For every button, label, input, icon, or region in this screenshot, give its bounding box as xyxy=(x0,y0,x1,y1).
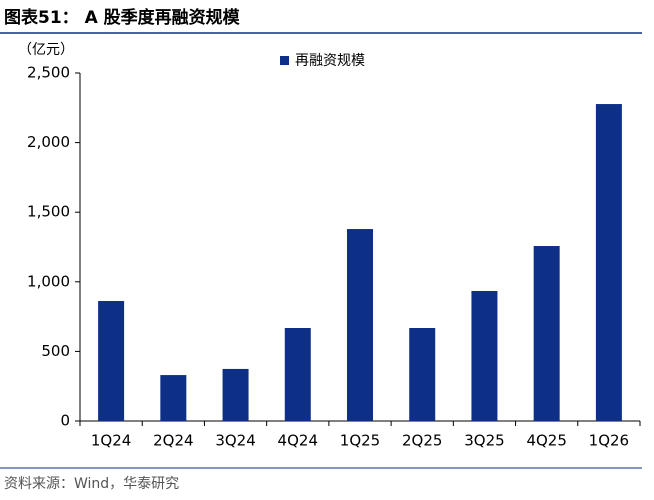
y-tick-label: 0 xyxy=(60,412,70,430)
y-unit: （亿元） xyxy=(18,42,74,58)
x-tick-label: 3Q25 xyxy=(464,432,504,450)
bar xyxy=(409,328,436,421)
x-tick-label: 1Q24 xyxy=(91,432,131,450)
x-tick-label: 2Q25 xyxy=(402,432,442,450)
bar xyxy=(222,368,249,421)
source: 资料来源：Wind，华泰研究 xyxy=(4,476,179,492)
x-tick-label: 4Q24 xyxy=(278,432,318,450)
bar xyxy=(533,246,560,421)
y-tick-label: 1,500 xyxy=(27,203,70,221)
bar xyxy=(160,375,187,421)
chart-title: 图表51： A 股季度再融资规模 xyxy=(4,7,241,28)
x-tick-label: 1Q26 xyxy=(589,432,629,450)
bar xyxy=(284,328,311,421)
bar xyxy=(347,229,373,421)
x-tick-label: 1Q25 xyxy=(340,432,380,450)
x-tick-label: 2Q24 xyxy=(153,432,193,450)
bar xyxy=(595,104,622,422)
legend-label: 再融资规模 xyxy=(295,53,365,69)
y-tick-label: 2,000 xyxy=(27,133,70,151)
legend-swatch xyxy=(280,56,289,65)
y-tick-label: 1,000 xyxy=(27,272,70,290)
y-tick-label: 500 xyxy=(41,342,70,360)
x-tick-label: 3Q24 xyxy=(215,432,255,450)
bar xyxy=(98,301,125,421)
x-tick-label: 4Q25 xyxy=(526,432,566,450)
bar xyxy=(471,290,498,421)
y-tick-label: 2,500 xyxy=(27,64,70,82)
